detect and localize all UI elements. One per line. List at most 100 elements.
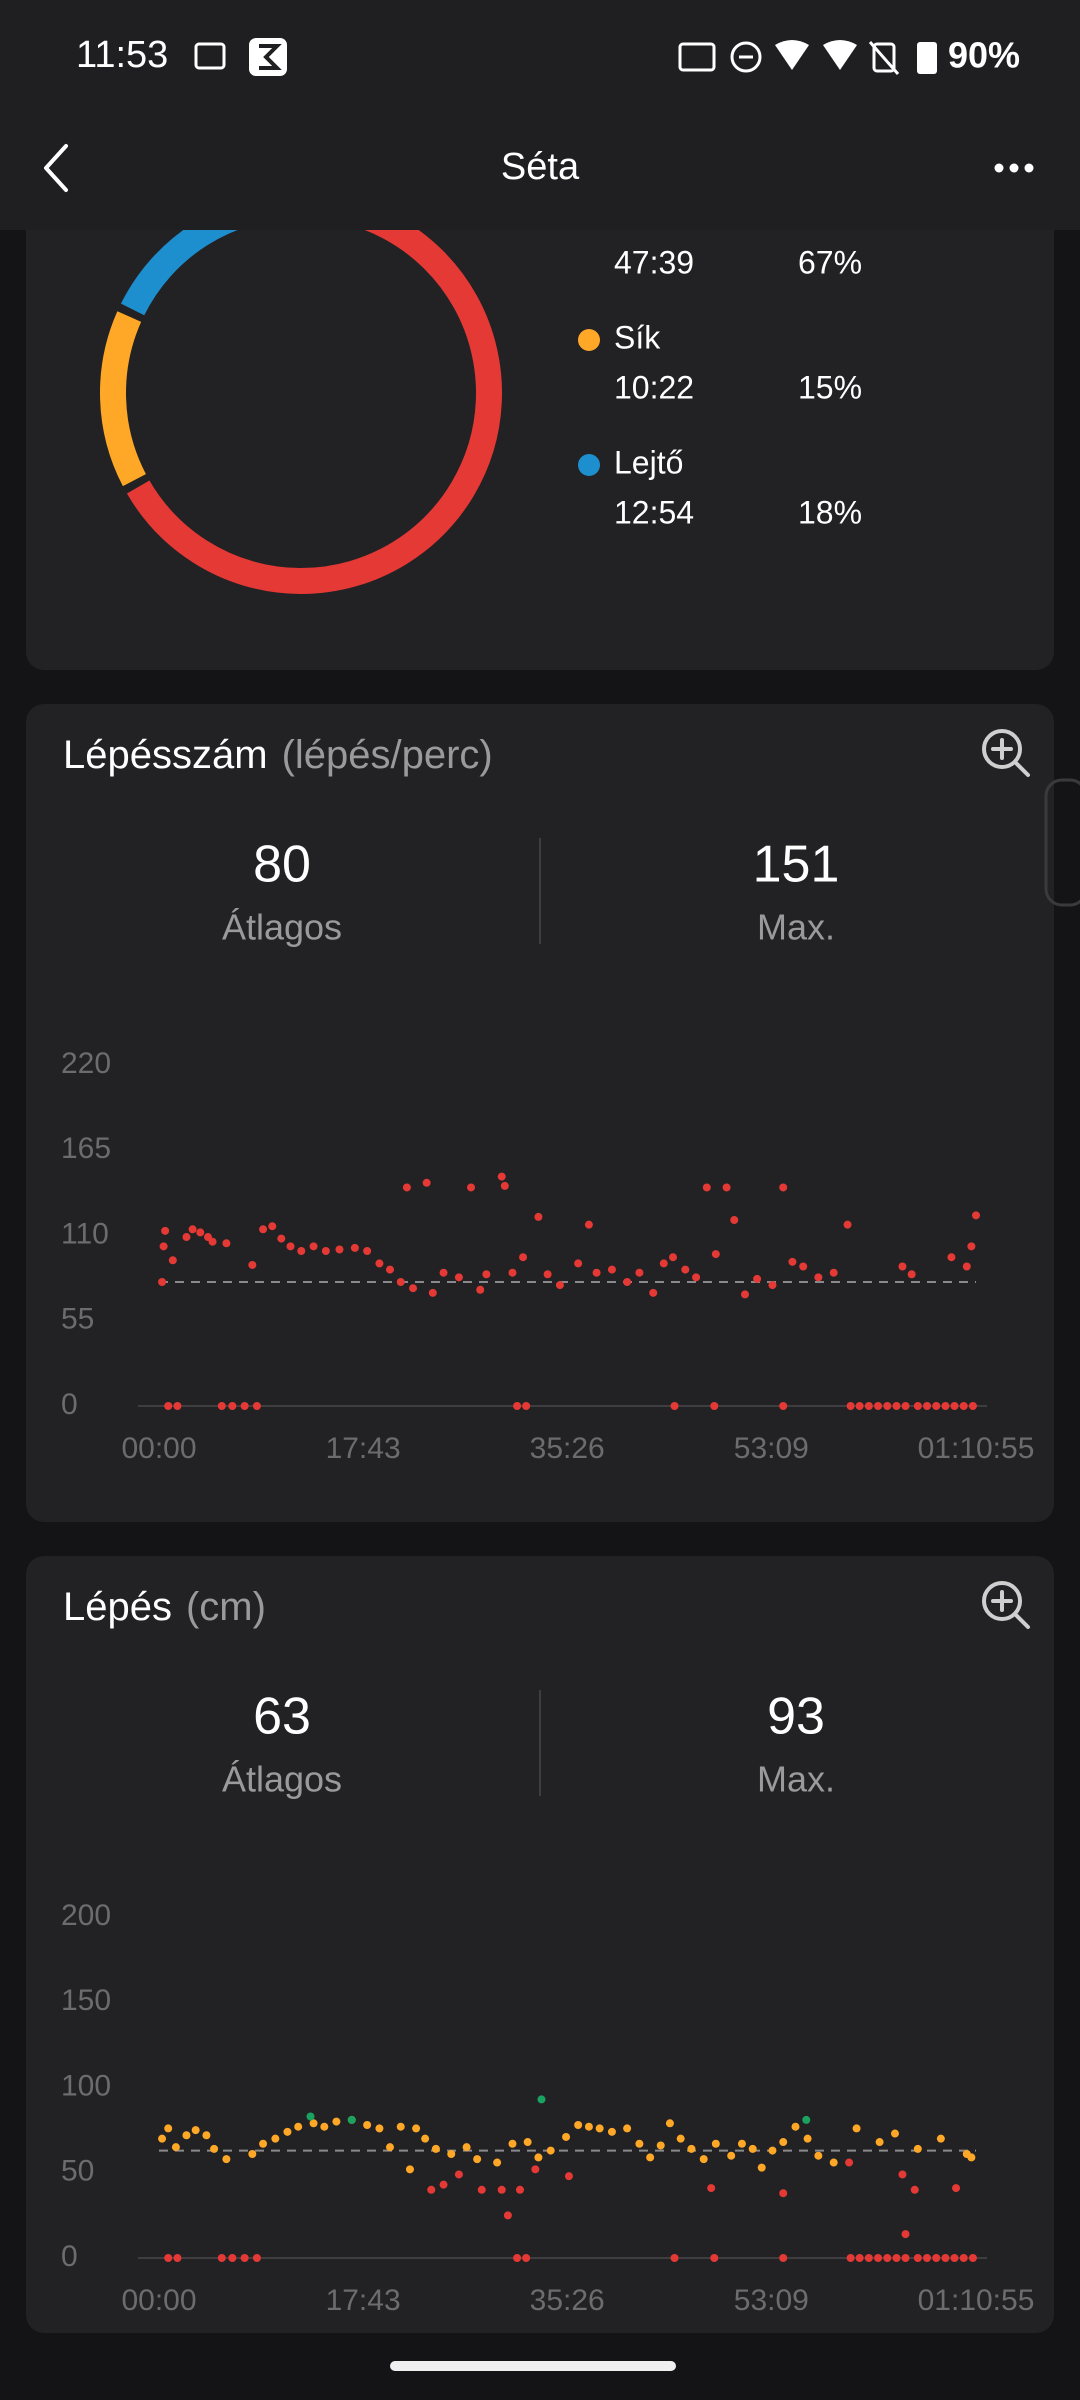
data-point (901, 2230, 910, 2239)
data-point (846, 2254, 855, 2262)
data-point (607, 1265, 616, 1274)
data-point (534, 1212, 543, 1221)
data-point (737, 2139, 746, 2148)
data-point (277, 1234, 286, 1243)
data-point (855, 1402, 864, 1410)
data-point (217, 1402, 226, 1410)
y-tick-label: 150 (61, 1984, 111, 2017)
back-button[interactable] (44, 144, 68, 192)
data-point (161, 1226, 170, 1235)
data-point (320, 2122, 329, 2131)
data-point (670, 2254, 679, 2262)
data-point (543, 1270, 552, 1279)
data-point (574, 1259, 583, 1268)
data-point (972, 1211, 980, 1220)
data-point (164, 1402, 173, 1410)
data-point (788, 1257, 797, 1266)
zoom-handle (991, 738, 1030, 777)
terrain-card (26, 150, 1054, 670)
legend-dot (578, 454, 600, 476)
more-dot (1009, 163, 1019, 173)
data-point (635, 2139, 644, 2148)
data-point (523, 2138, 532, 2147)
data-point (164, 2254, 173, 2262)
x-tick-label: 17:43 (326, 1432, 401, 1465)
zoom-handle (991, 1590, 1030, 1629)
data-point (519, 1253, 528, 1262)
data-point (497, 1172, 506, 1181)
y-tick-label: 55 (61, 1303, 94, 1336)
data-point (564, 2172, 573, 2181)
donut-segment (100, 311, 147, 487)
y-tick-label: 165 (61, 1132, 111, 1165)
sim-icon (872, 42, 896, 73)
data-point (968, 2254, 977, 2262)
data-point (898, 2170, 907, 2179)
zoom-button[interactable] (982, 1581, 1030, 1629)
more-button[interactable] (994, 163, 1034, 173)
data-point (454, 2170, 463, 2179)
legend-percent: 18% (798, 494, 862, 530)
data-point (875, 2138, 884, 2147)
data-point (665, 2119, 674, 2128)
data-point (950, 1402, 959, 1410)
data-point (656, 2141, 665, 2150)
data-point (907, 1270, 916, 1279)
data-point (158, 2134, 167, 2143)
data-point (375, 1259, 384, 1268)
data-point (196, 1228, 205, 1237)
title-text: Lépés (63, 1585, 172, 1629)
data-point (676, 2134, 685, 2143)
data-point (947, 1253, 956, 1262)
data-point (779, 1402, 788, 1410)
stat-label: Max. (757, 907, 835, 948)
data-point (711, 1250, 720, 1259)
data-point (950, 2254, 959, 2262)
y-tick-label: 220 (61, 1047, 111, 1080)
data-point (210, 2144, 219, 2153)
data-point (646, 2153, 655, 2162)
data-point (447, 2149, 456, 2158)
data-point (546, 2146, 555, 2155)
data-point (476, 1285, 485, 1294)
data-point (649, 1288, 658, 1297)
zoom-lens (982, 729, 1022, 769)
data-point (753, 1274, 762, 1283)
data-point (252, 1402, 261, 1410)
status-time: 11:53 (76, 34, 168, 76)
title-unit: (lépés/perc) (282, 733, 493, 777)
data-point (962, 1262, 971, 1271)
data-point (727, 2151, 736, 2160)
data-point (941, 1402, 950, 1410)
side-handle[interactable] (1044, 778, 1080, 907)
data-point (710, 1402, 719, 1410)
data-point (531, 2165, 540, 2174)
data-point (208, 1237, 217, 1246)
data-point (852, 2124, 861, 2133)
data-point (462, 2143, 471, 2152)
data-point (779, 2138, 788, 2147)
data-point (259, 1225, 268, 1234)
data-point (173, 2254, 182, 2262)
cadence-card: Lépésszám (lépés/perc) 80 Átlagos 151 Max. 0 55… (26, 704, 1054, 1522)
data-point (173, 1402, 182, 1410)
data-point (164, 2124, 173, 2133)
stat-value: 151 (753, 836, 840, 894)
zoom-button[interactable] (982, 729, 1030, 777)
stat-label: Max. (757, 1759, 835, 1800)
data-point (584, 1220, 593, 1229)
data-point (497, 2185, 506, 2194)
data-point (309, 2119, 318, 2128)
data-point (168, 1256, 177, 1265)
data-point (500, 1181, 509, 1190)
data-point (259, 2139, 268, 2148)
data-point (402, 1183, 411, 1192)
data-point (699, 2155, 708, 2164)
data-point (592, 1268, 601, 1277)
data-point (228, 1402, 237, 1410)
data-point (913, 2254, 922, 2262)
data-point (454, 1273, 463, 1282)
data-point (309, 1242, 318, 1251)
data-point (874, 2254, 883, 2262)
home-indicator[interactable] (390, 2361, 676, 2371)
